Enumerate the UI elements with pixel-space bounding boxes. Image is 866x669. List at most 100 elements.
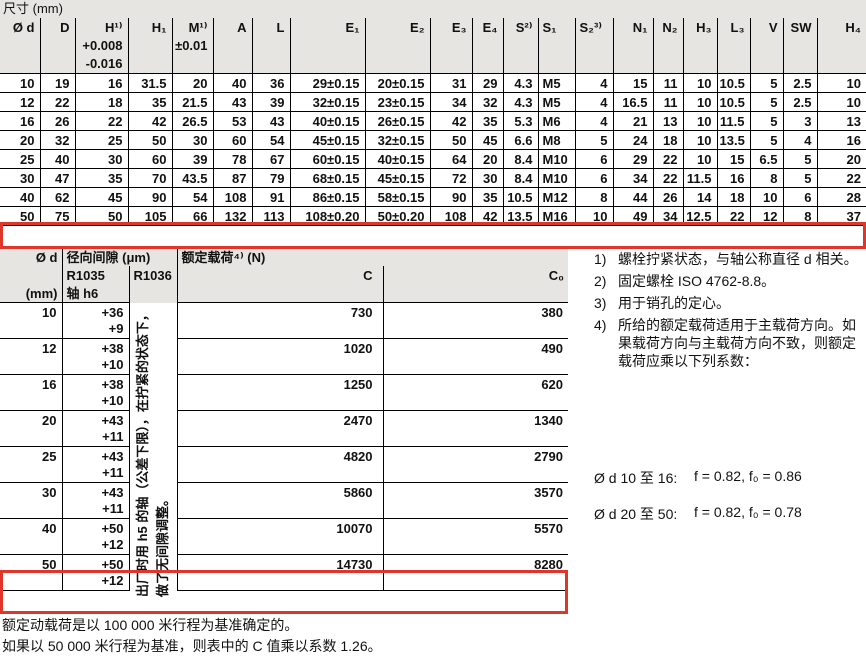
table-cell: 19 bbox=[39, 73, 75, 93]
table-cell: 16.5 bbox=[612, 92, 653, 112]
table-cell: 8 bbox=[574, 187, 613, 207]
table-cell: 13.5 bbox=[716, 130, 750, 150]
table-cell: 4 bbox=[574, 111, 613, 131]
footnote-text: 螺栓拧紧状态，与轴公称直径 d 相关。 bbox=[618, 251, 858, 267]
table-cell-c0: 2790 bbox=[382, 446, 569, 483]
table-cell: 35 bbox=[127, 92, 172, 112]
table-cell: M10 bbox=[537, 168, 575, 188]
table-cell: 22 bbox=[39, 92, 75, 112]
factor-line-1: Ø d 10 至 16: f = 0.82, f₀ = 0.86 bbox=[594, 468, 866, 488]
table-cell: M16 bbox=[537, 206, 575, 226]
table-cell-clearance: +43 +11 bbox=[61, 446, 129, 483]
table-cell: 35 bbox=[471, 187, 503, 207]
table-row: 30 +43 +11 5860 3570 bbox=[0, 482, 569, 519]
table-cell: 25 bbox=[0, 149, 40, 169]
table-cell: 18 bbox=[652, 130, 683, 150]
table-cell: 4 bbox=[574, 92, 613, 112]
table-cell: 10 bbox=[749, 187, 783, 207]
header-group-load: 额定载荷⁴⁾ (N) bbox=[176, 248, 569, 266]
table-cell: 108±0.20 bbox=[289, 206, 365, 226]
clearance-load-table: Ø d 径向间隙 (μm) 额定载荷⁴⁾ (N) R1035 R1036 C C… bbox=[0, 248, 569, 597]
header-group-clearance: 径向间隙 (μm) bbox=[61, 248, 178, 266]
table-cell-c: 4820 bbox=[176, 446, 384, 483]
header-cell: H₄ bbox=[816, 18, 866, 74]
table-cell: 45 bbox=[74, 187, 128, 207]
table-cell: 4 bbox=[782, 130, 817, 150]
table-cell-d: 40 bbox=[0, 518, 62, 555]
table-cell: 50 bbox=[0, 206, 40, 226]
table-cell: 13.5 bbox=[502, 206, 538, 226]
table-cell: 90 bbox=[429, 187, 472, 207]
table-cell: 32 bbox=[471, 92, 503, 112]
table-cell: 10 bbox=[682, 111, 717, 131]
table-cell: 30 bbox=[74, 149, 128, 169]
table-cell: 45±0.15 bbox=[364, 168, 430, 188]
header-cell: E₂ bbox=[364, 18, 430, 74]
table-row: 16 26 22 42 26.5 53 43 40±0.15 26±0.15 42 35 5.3 M6 4… bbox=[0, 111, 866, 131]
table-cell: 78 bbox=[212, 149, 252, 169]
table-cell: 72 bbox=[429, 168, 472, 188]
header-cell: H¹⁾ +0.008 -0.016 bbox=[74, 18, 128, 74]
table-cell: 35 bbox=[471, 111, 503, 131]
table-cell-clearance: +43 +11 bbox=[61, 482, 129, 519]
table-cell: 14 bbox=[682, 187, 717, 207]
table-cell-c: 2470 bbox=[176, 410, 384, 447]
dimensions-table-wrap: Ø d D H¹⁾ +0.008 -0.016 H₁ M¹⁾ ±0.01 A L E₁ E₂ E₃ E₄ S… bbox=[0, 18, 866, 226]
table-cell-clearance: +36 +9 bbox=[61, 302, 129, 339]
table-cell: 43.5 bbox=[171, 168, 213, 188]
table-cell: M6 bbox=[537, 111, 575, 131]
table-cell: 11 bbox=[652, 73, 683, 93]
header-cell-c: C bbox=[176, 266, 384, 284]
table-cell: 26 bbox=[652, 187, 683, 207]
header-cell-mm: (mm) bbox=[0, 284, 62, 303]
table-cell-c0: 5570 bbox=[382, 518, 569, 555]
table-cell: 22 bbox=[816, 168, 866, 188]
header-cell: S²⁾ bbox=[502, 18, 538, 74]
footnote-number: 4) bbox=[594, 317, 607, 333]
table-cell: 8.4 bbox=[502, 149, 538, 169]
table-cell: 5.3 bbox=[502, 111, 538, 131]
footnote-1: 1) 螺栓拧紧状态，与轴公称直径 d 相关。 bbox=[594, 250, 866, 268]
header-cell-empty bbox=[128, 284, 178, 303]
table-cell: 39 bbox=[251, 92, 290, 112]
table-cell: 5 bbox=[782, 168, 817, 188]
table-cell: 6.5 bbox=[749, 149, 783, 169]
table-cell: 26 bbox=[39, 111, 75, 131]
clearance-load-table-body: 10 +36 +9 出厂时用 h5 的轴（公差下限），在拧紧的状态下， 做了无间隙调整。… bbox=[0, 302, 569, 597]
factor-formula: f = 0.82, f₀ = 0.86 bbox=[694, 468, 802, 484]
table-cell: 12 bbox=[0, 92, 40, 112]
table-cell: M10 bbox=[537, 149, 575, 169]
table-row: 12 +38 +10 1020 490 bbox=[0, 338, 569, 375]
table-cell: 22 bbox=[652, 168, 683, 188]
table-cell: 34 bbox=[429, 92, 472, 112]
table-cell: 15 bbox=[612, 73, 653, 93]
table-cell-clearance: +38 +10 bbox=[61, 374, 129, 411]
footnotes: 1) 螺栓拧紧状态，与轴公称直径 d 相关。 2) 固定螺栓 ISO 4762-… bbox=[594, 250, 866, 374]
table-cell: 10 bbox=[682, 149, 717, 169]
table-cell: 5 bbox=[574, 130, 613, 150]
table-cell-c0: 3570 bbox=[382, 482, 569, 519]
table-cell: 20 bbox=[471, 149, 503, 169]
table-cell: 45 bbox=[471, 130, 503, 150]
footer-note: 额定动载荷是以 100 000 米行程为基准确定的。 如果以 50 000 米行… bbox=[2, 615, 602, 657]
table-cell: M12 bbox=[537, 187, 575, 207]
table-cell: 40 bbox=[0, 187, 40, 207]
load-factors: Ø d 10 至 16: f = 0.82, f₀ = 0.86 Ø d 20 … bbox=[594, 468, 866, 540]
header-cell: N₁ bbox=[612, 18, 653, 74]
header-cell: SW bbox=[782, 18, 817, 74]
table-cell: 108 bbox=[429, 206, 472, 226]
table-cell: 43 bbox=[251, 111, 290, 131]
header-cell: E₁ bbox=[289, 18, 365, 74]
table-cell: 86±0.15 bbox=[289, 187, 365, 207]
table-cell: 34 bbox=[612, 168, 653, 188]
table-cell: 10.5 bbox=[716, 73, 750, 93]
table-cell: 20 bbox=[0, 130, 40, 150]
table-cell-d: 20 bbox=[0, 410, 62, 447]
footnote-text: 用于销孔的定心。 bbox=[618, 295, 730, 311]
table-cell: 40±0.15 bbox=[289, 111, 365, 131]
table-cell: 3 bbox=[782, 111, 817, 131]
table-cell: 91 bbox=[251, 187, 290, 207]
table-cell: 29±0.15 bbox=[289, 73, 365, 93]
table-cell: 16 bbox=[74, 73, 128, 93]
table-cell: 54 bbox=[171, 187, 213, 207]
